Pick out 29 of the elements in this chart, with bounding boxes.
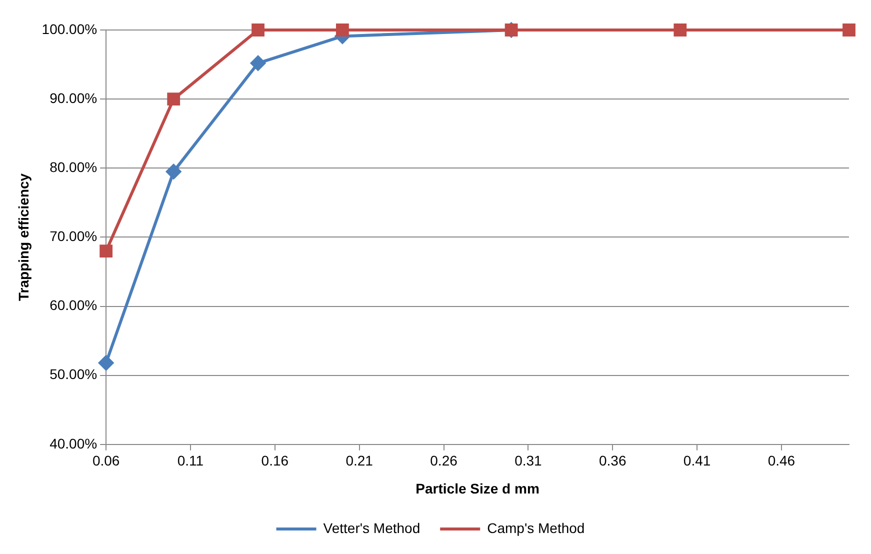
x-tick-label: 0.11	[177, 452, 204, 469]
y-tick-label: 70.00%	[50, 228, 98, 244]
point	[98, 355, 114, 370]
point	[842, 24, 856, 36]
x-tick-label: 0.36	[598, 452, 626, 469]
y-tick-label: 60.00%	[50, 297, 98, 314]
y-tick-label: 80.00%	[50, 158, 98, 175]
x-tick-label: 0.21	[346, 452, 374, 469]
x-tick-label: 0.31	[514, 452, 542, 469]
y-axis-title: Trapping efficiency	[15, 173, 32, 301]
legend-label: Camp's Method	[487, 520, 585, 536]
point	[100, 244, 113, 258]
legend-label: Vetter's Method	[323, 520, 420, 536]
point	[674, 24, 687, 36]
x-tick-label: 0.41	[683, 452, 711, 469]
point	[336, 24, 349, 36]
point	[252, 24, 264, 36]
y-tick-label: 90.00%	[50, 90, 98, 106]
x-axis-title: Particle Size d mm	[416, 480, 540, 496]
point	[250, 56, 266, 71]
x-tick-label: 0.26	[430, 452, 458, 469]
x-tick-label: 0.06	[92, 452, 120, 469]
x-tick-label: 0.16	[261, 452, 289, 469]
point	[166, 164, 182, 180]
point	[167, 92, 180, 106]
y-tick-label: 100.00%	[42, 20, 98, 37]
y-tick-label: 40.00%	[50, 435, 98, 452]
x-tick-label: 0.46	[768, 452, 796, 469]
y-tick-label: 50.00%	[50, 366, 98, 382]
